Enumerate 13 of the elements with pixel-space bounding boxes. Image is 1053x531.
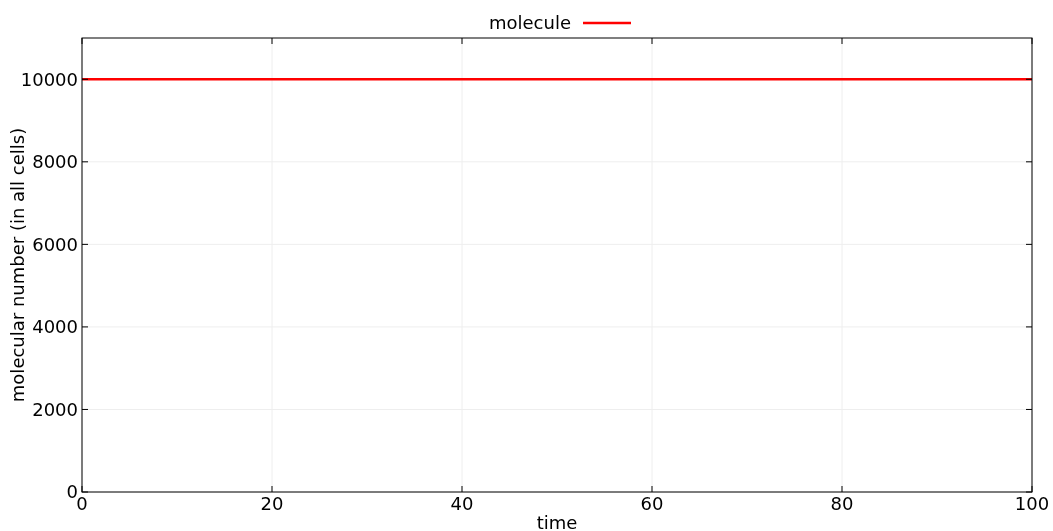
y-tick-label: 8000 xyxy=(32,151,78,173)
x-tick-label: 80 xyxy=(830,493,854,514)
y-tick-label: 10000 xyxy=(20,68,78,90)
x-tick-label: 60 xyxy=(640,493,664,514)
y-tick-label: 6000 xyxy=(32,233,78,255)
legend-label: molecule xyxy=(488,12,571,34)
y-tick-label: 2000 xyxy=(32,398,78,420)
x-tick-label: 20 xyxy=(260,493,284,514)
y-tick-label: 4000 xyxy=(32,316,78,338)
x-tick-label: 40 xyxy=(450,493,474,514)
x-tick-label: 100 xyxy=(1014,493,1050,514)
y-axis-title: molecular number (in all cells) xyxy=(7,127,28,403)
x-axis-title: time xyxy=(536,512,578,531)
